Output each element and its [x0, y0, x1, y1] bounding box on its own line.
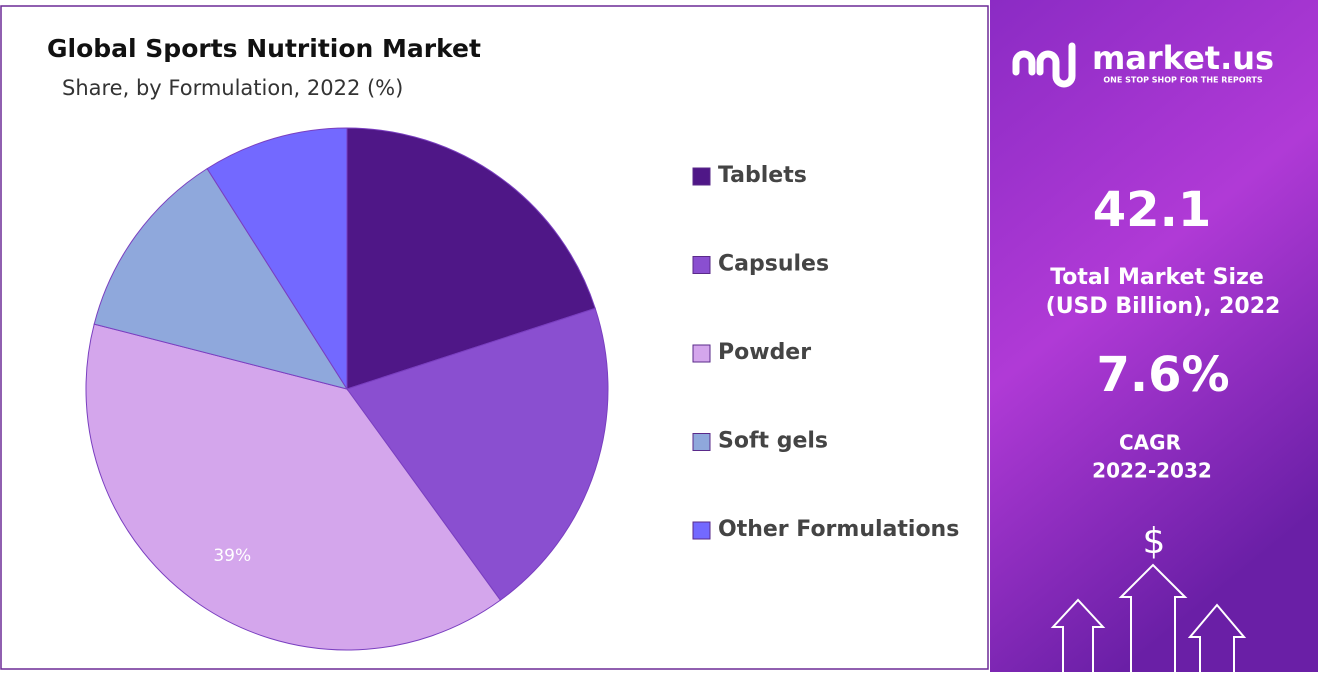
- legend-label: Tablets: [718, 163, 807, 188]
- pie-slice: [346, 307, 609, 601]
- legend-swatch: [692, 256, 711, 274]
- cagr: 7.6%: [1096, 347, 1229, 403]
- logo-text: market.us: [1092, 39, 1274, 77]
- legend-swatch: [692, 433, 711, 451]
- pie-slice: [85, 323, 502, 651]
- logo-tagline: ONE STOP SHOP FOR THE REPORTS: [1103, 76, 1262, 85]
- pie-slice: [206, 127, 348, 391]
- legend-label: Powder: [718, 340, 811, 365]
- legend: Tablets Capsules Powder Soft gels Other Form…: [692, 163, 959, 542]
- cagr-label: 2022-2032: [1092, 459, 1212, 483]
- arrows: [1050, 563, 1247, 672]
- legend-label: Other Formulations: [718, 517, 959, 542]
- logo-icon: [1012, 42, 1076, 88]
- chart-subtitle: Share, by Formulation, 2022 (%): [62, 76, 403, 100]
- market-size: 42.1: [1093, 182, 1211, 238]
- dollar-icon: $: [1143, 521, 1166, 562]
- pie: 39%: [85, 127, 609, 651]
- info-panel: [990, 0, 1318, 672]
- market-size-label: (USD Billion), 2022: [1046, 294, 1281, 319]
- panel-text: market.us ONE STOP SHOP FOR THE REPORTS …: [1012, 39, 1281, 672]
- market-size-label: Total Market Size: [1050, 265, 1264, 290]
- legend-swatch: [692, 521, 711, 540]
- legend-swatch: [692, 167, 711, 186]
- legend-swatch: [692, 344, 711, 363]
- data-label: 39%: [213, 546, 251, 566]
- pie-slice: [346, 127, 596, 390]
- cagr-label: CAGR: [1119, 431, 1181, 455]
- legend-label: Soft gels: [718, 429, 828, 454]
- chart-title: Global Sports Nutrition Market: [47, 34, 481, 63]
- legend-label: Capsules: [718, 252, 829, 277]
- pie-slice: [93, 167, 349, 390]
